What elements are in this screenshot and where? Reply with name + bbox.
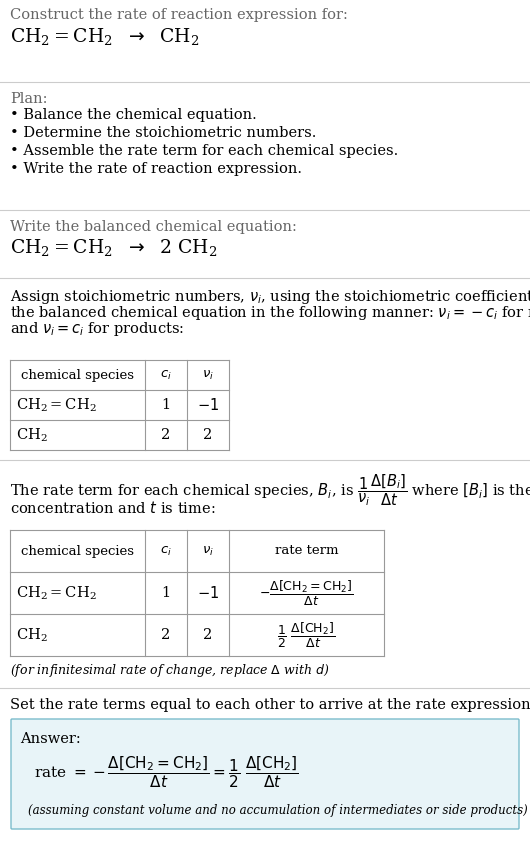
Text: $-\dfrac{\Delta[\mathrm{CH_2{=}CH_2}]}{\Delta t}$: $-\dfrac{\Delta[\mathrm{CH_2{=}CH_2}]}{\… <box>259 578 354 608</box>
Text: $-1$: $-1$ <box>197 585 219 601</box>
Text: chemical species: chemical species <box>21 545 134 557</box>
Text: rate term: rate term <box>275 545 338 557</box>
Text: Assign stoichiometric numbers, $\nu_i$, using the stoichiometric coefficients, $: Assign stoichiometric numbers, $\nu_i$, … <box>10 288 530 306</box>
Text: $\mathdefault{CH_2}$: $\mathdefault{CH_2}$ <box>16 426 48 444</box>
Text: the balanced chemical equation in the following manner: $\nu_i = -c_i$ for react: the balanced chemical equation in the fo… <box>10 304 530 322</box>
Text: concentration and $t$ is time:: concentration and $t$ is time: <box>10 500 216 516</box>
Text: $\nu_i$: $\nu_i$ <box>202 369 214 381</box>
Text: Plan:: Plan: <box>10 92 48 106</box>
Text: 2: 2 <box>161 428 171 442</box>
Text: 2: 2 <box>204 628 213 642</box>
Text: $\mathdefault{CH_2{=}CH_2}$  $\rightarrow$  $\mathdefault{2\ CH_2}$: $\mathdefault{CH_2{=}CH_2}$ $\rightarrow… <box>10 237 217 258</box>
Text: • Assemble the rate term for each chemical species.: • Assemble the rate term for each chemic… <box>10 144 398 158</box>
Text: Write the balanced chemical equation:: Write the balanced chemical equation: <box>10 220 297 234</box>
Text: $c_i$: $c_i$ <box>160 369 172 381</box>
Text: $\mathdefault{CH_2{=}CH_2}$  $\rightarrow$  $\mathdefault{CH_2}$: $\mathdefault{CH_2{=}CH_2}$ $\rightarrow… <box>10 26 199 47</box>
Text: The rate term for each chemical species, $B_i$, is $\dfrac{1}{\nu_i}\dfrac{\Delt: The rate term for each chemical species,… <box>10 472 530 508</box>
Text: (for infinitesimal rate of change, replace $\Delta$ with $d$): (for infinitesimal rate of change, repla… <box>10 662 329 679</box>
Text: Set the rate terms equal to each other to arrive at the rate expression:: Set the rate terms equal to each other t… <box>10 698 530 712</box>
Text: • Balance the chemical equation.: • Balance the chemical equation. <box>10 108 257 122</box>
Text: and $\nu_i = c_i$ for products:: and $\nu_i = c_i$ for products: <box>10 320 184 338</box>
Text: rate $= -\dfrac{\Delta[\mathrm{CH_2{=}CH_2}]}{\Delta t} = \dfrac{1}{2}\ \dfrac{\: rate $= -\dfrac{\Delta[\mathrm{CH_2{=}CH… <box>34 754 299 790</box>
Text: Construct the rate of reaction expression for:: Construct the rate of reaction expressio… <box>10 8 348 22</box>
Text: 1: 1 <box>162 398 171 412</box>
Text: 1: 1 <box>162 586 171 600</box>
Text: $\nu_i$: $\nu_i$ <box>202 545 214 557</box>
FancyBboxPatch shape <box>11 719 519 829</box>
Text: $\mathdefault{CH_2{=}CH_2}$: $\mathdefault{CH_2{=}CH_2}$ <box>16 584 96 602</box>
Text: • Write the rate of reaction expression.: • Write the rate of reaction expression. <box>10 162 302 176</box>
Text: 2: 2 <box>161 628 171 642</box>
Text: (assuming constant volume and no accumulation of intermediates or side products): (assuming constant volume and no accumul… <box>28 804 528 817</box>
Text: $\dfrac{1}{2}\ \dfrac{\Delta[\mathrm{CH_2}]}{\Delta t}$: $\dfrac{1}{2}\ \dfrac{\Delta[\mathrm{CH_… <box>278 621 335 649</box>
Text: $\mathdefault{CH_2{=}CH_2}$: $\mathdefault{CH_2{=}CH_2}$ <box>16 397 96 413</box>
Text: $-1$: $-1$ <box>197 397 219 413</box>
Text: 2: 2 <box>204 428 213 442</box>
Text: $\mathdefault{CH_2}$: $\mathdefault{CH_2}$ <box>16 626 48 643</box>
Text: $c_i$: $c_i$ <box>160 545 172 557</box>
Text: Answer:: Answer: <box>20 732 81 746</box>
Text: chemical species: chemical species <box>21 369 134 381</box>
Text: • Determine the stoichiometric numbers.: • Determine the stoichiometric numbers. <box>10 126 316 140</box>
